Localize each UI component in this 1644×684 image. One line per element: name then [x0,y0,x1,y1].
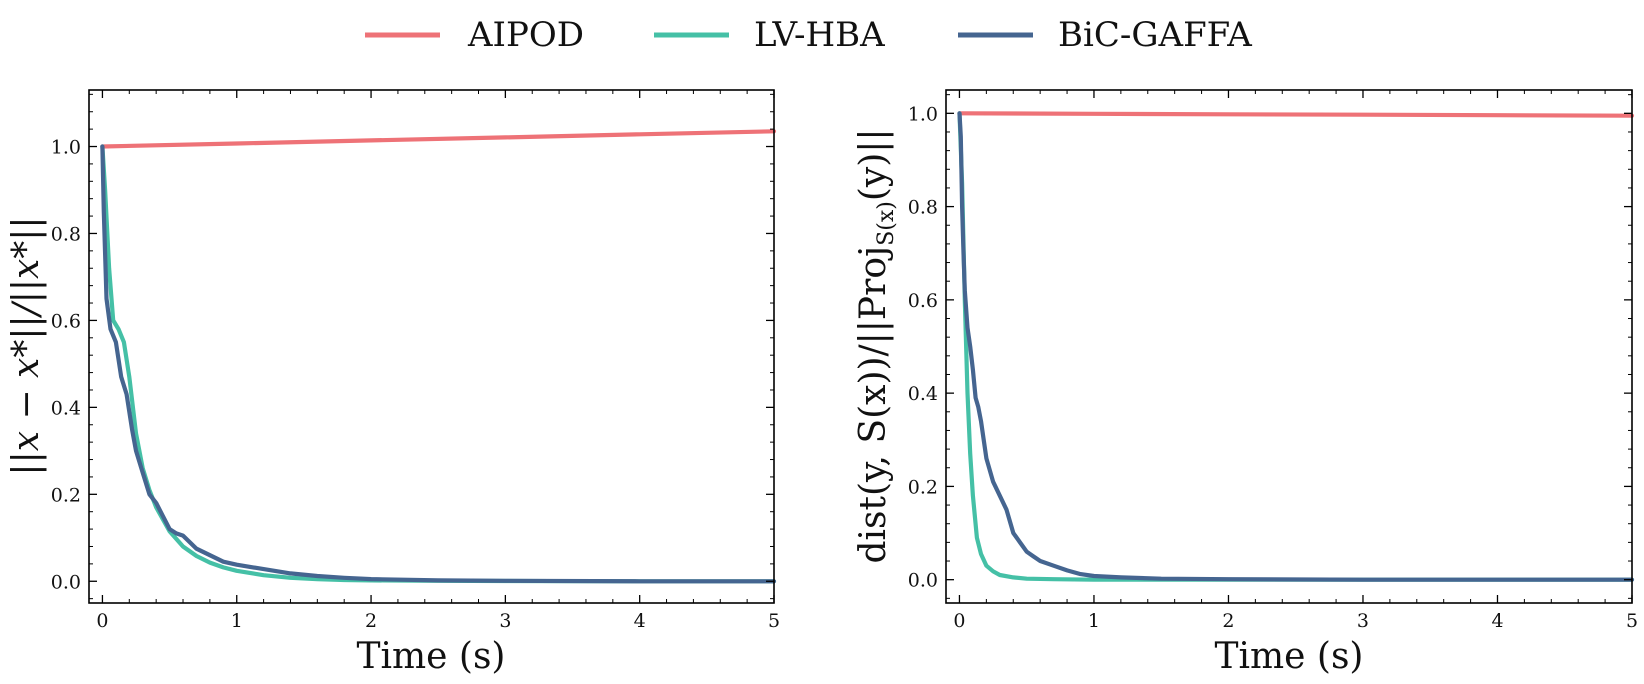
right-x-tick-label: 2 [1222,610,1234,632]
right-series-aipod [957,111,1635,118]
right-series-bicgaffa [957,111,1635,582]
legend-label-lvhba: LV-HBA [754,15,885,55]
left-plot-frame [88,89,775,604]
left-y-tick-label: 0.0 [51,571,81,593]
right-tick-layer: 0 1 2 3 4 5 0.0 0.2 0.4 0.6 0.8 1.0 [908,90,1638,632]
right-y-tick-label: 0.6 [908,290,938,312]
left-y-tick-label: 1.0 [51,137,81,159]
left-series-bicgaffa [100,144,777,584]
left-x-tick-label: 4 [634,610,646,632]
left-x-tick-label: 5 [768,610,780,632]
right-y-axis-title-subscript: S(x) [874,201,899,246]
right-y-axis-title-tail: (y)|| [853,128,894,201]
left-x-tick-label: 1 [231,610,243,632]
right-panel: 0 1 2 3 4 5 0.0 0.2 0.4 0.6 0.8 1.0 Time (s) dist(y… [853,89,1638,677]
left-y-tick-label: 0.4 [51,397,81,419]
right-x-tick-label: 5 [1626,610,1638,632]
right-x-tick-label: 3 [1357,610,1369,632]
left-x-tick-label: 2 [365,610,377,632]
right-x-tick-label: 0 [953,610,965,632]
left-tick-layer: 0 1 2 3 4 5 0.0 0.2 0.4 0.6 0.8 1.0 [51,90,780,632]
right-x-axis-title: Time (s) [1215,636,1364,677]
legend-label-bicgaffa: BiC-GAFFA [1058,15,1252,55]
legend: AIPOD LV-HBA BiC-GAFFA [365,15,1252,55]
right-x-tick-label: 1 [1088,610,1100,632]
right-plot-frame [945,89,1633,604]
left-series-layer [100,129,777,584]
right-y-tick-label: 0.2 [908,476,938,498]
left-series-aipod [100,129,777,149]
right-y-tick-label: 0.4 [908,383,938,405]
right-series-layer [957,111,1635,582]
legend-label-aipod: AIPOD [467,15,584,55]
left-y-tick-label: 0.8 [51,223,81,245]
left-y-tick-label: 0.6 [51,310,81,332]
left-panel: 0 1 2 3 4 5 0.0 0.2 0.4 0.6 0.8 1.0 Time (s) ||x − … [6,89,780,677]
right-y-tick-label: 1.0 [908,103,938,125]
left-series-lvhba [100,144,777,584]
right-y-axis-title: dist(y, S(x))/||ProjS(x)(y)|| [853,128,899,563]
right-y-tick-label: 0.8 [908,197,938,219]
left-y-tick-label: 0.2 [51,484,81,506]
left-x-tick-label: 3 [499,610,511,632]
right-y-axis-title-main: dist(y, S(x))/||Proj [853,246,894,564]
left-x-axis-title: Time (s) [357,636,506,677]
left-x-tick-label: 0 [96,610,108,632]
right-y-tick-label: 0.0 [908,570,938,592]
right-x-tick-label: 4 [1491,610,1503,632]
left-y-axis-title: ||x − x*||/||x*|| [6,216,47,475]
right-series-lvhba [957,111,1635,582]
